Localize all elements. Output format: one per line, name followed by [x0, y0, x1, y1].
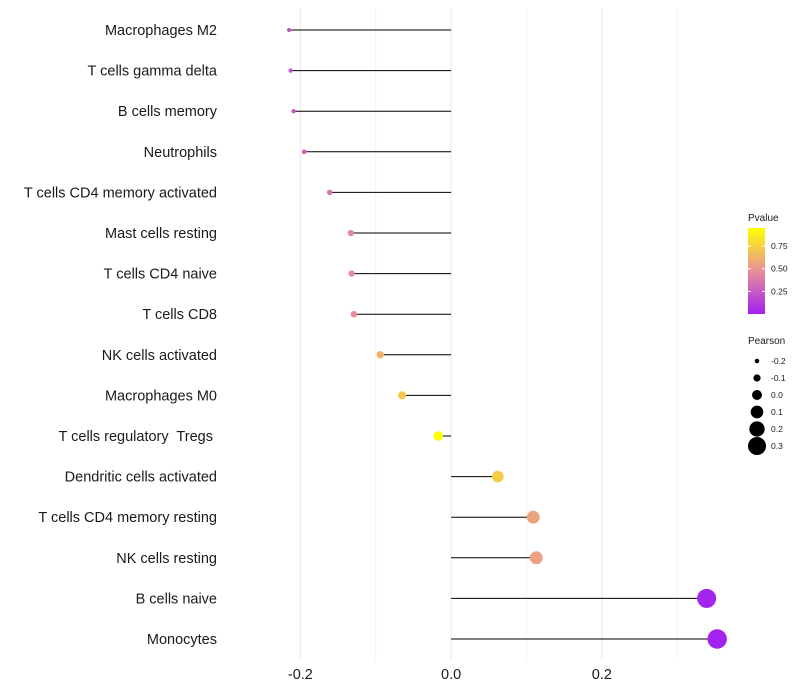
pearson-size-label: 0.2 — [771, 424, 783, 434]
pvalue-tick-label: 0.50 — [771, 264, 788, 274]
pearson-legend: Pearson -0.2 -0.1 0.0 0.1 0.2 0.3 — [747, 336, 786, 456]
pvalue-tick-label: 0.75 — [771, 241, 788, 251]
lollipop-dot — [492, 470, 504, 483]
lollipop-dots — [286, 27, 727, 649]
category-label: T cells gamma delta — [88, 64, 218, 80]
lollipop-dot — [347, 229, 355, 237]
category-label: T cells CD8 — [142, 307, 217, 323]
lollipop-dot — [526, 510, 540, 524]
pearson-size-label: 0.0 — [771, 390, 783, 400]
category-label: Dendritic cells activated — [65, 470, 217, 486]
lollipop-dot — [301, 149, 307, 155]
pvalue-legend: Pvalue 0.75 0.50 0.25 — [748, 213, 788, 314]
x-axis-tick-labels: -0.2 0.0 0.2 — [288, 667, 612, 683]
lollipop-dot — [291, 109, 296, 114]
category-label: Mast cells resting — [105, 226, 217, 242]
x-tick-label: -0.2 — [288, 667, 313, 683]
lollipop-dot — [348, 270, 355, 277]
pearson-size-label: 0.3 — [771, 441, 783, 451]
lollipop-dot — [529, 551, 543, 565]
category-label: Monocytes — [147, 632, 217, 648]
category-label: NK cells activated — [102, 348, 217, 364]
category-label: B cells memory — [118, 104, 218, 120]
lollipop-dot — [326, 189, 333, 196]
pearson-size-key — [753, 374, 761, 382]
pearson-size-key — [747, 436, 767, 456]
category-label: Macrophages M0 — [105, 388, 217, 404]
category-label: NK cells resting — [116, 551, 217, 567]
pearson-size-label: -0.1 — [771, 373, 786, 383]
pearson-legend-title: Pearson — [748, 336, 785, 347]
category-labels: Macrophages M2 T cells gamma delta B cells… — [24, 23, 218, 648]
category-label: T cells regulatory Tregs — [59, 429, 218, 445]
pearson-size-key — [749, 421, 765, 437]
category-label: T cells CD4 memory resting — [38, 510, 217, 526]
pearson-size-key — [754, 358, 760, 364]
pearson-size-label: -0.2 — [771, 356, 786, 366]
pvalue-tick-label: 0.25 — [771, 286, 788, 296]
lollipop-dot — [433, 431, 444, 441]
category-label: B cells naive — [136, 591, 217, 607]
lollipop-dot — [350, 310, 358, 318]
x-tick-label: 0.0 — [441, 667, 461, 683]
pearson-size-label: 0.1 — [771, 407, 783, 417]
category-label: Neutrophils — [144, 145, 217, 161]
pvalue-legend-title: Pvalue — [748, 213, 779, 224]
category-label: T cells CD4 naive — [104, 267, 217, 283]
gridlines — [299, 8, 678, 660]
lollipop-dot — [376, 351, 384, 359]
pvalue-colorbar — [748, 228, 765, 314]
lollipop-dot — [288, 68, 293, 73]
lollipop-dot — [707, 629, 727, 649]
lollipop-dot — [398, 391, 407, 400]
category-label: T cells CD4 memory activated — [24, 185, 217, 201]
lollipop-dot — [697, 588, 717, 608]
lollipop-dot — [286, 27, 292, 33]
category-label: Macrophages M2 — [105, 23, 217, 39]
lollipop-stems — [289, 29, 718, 640]
pearson-size-key — [750, 405, 764, 419]
x-tick-label: 0.2 — [592, 667, 612, 683]
pearson-size-key — [752, 390, 762, 400]
